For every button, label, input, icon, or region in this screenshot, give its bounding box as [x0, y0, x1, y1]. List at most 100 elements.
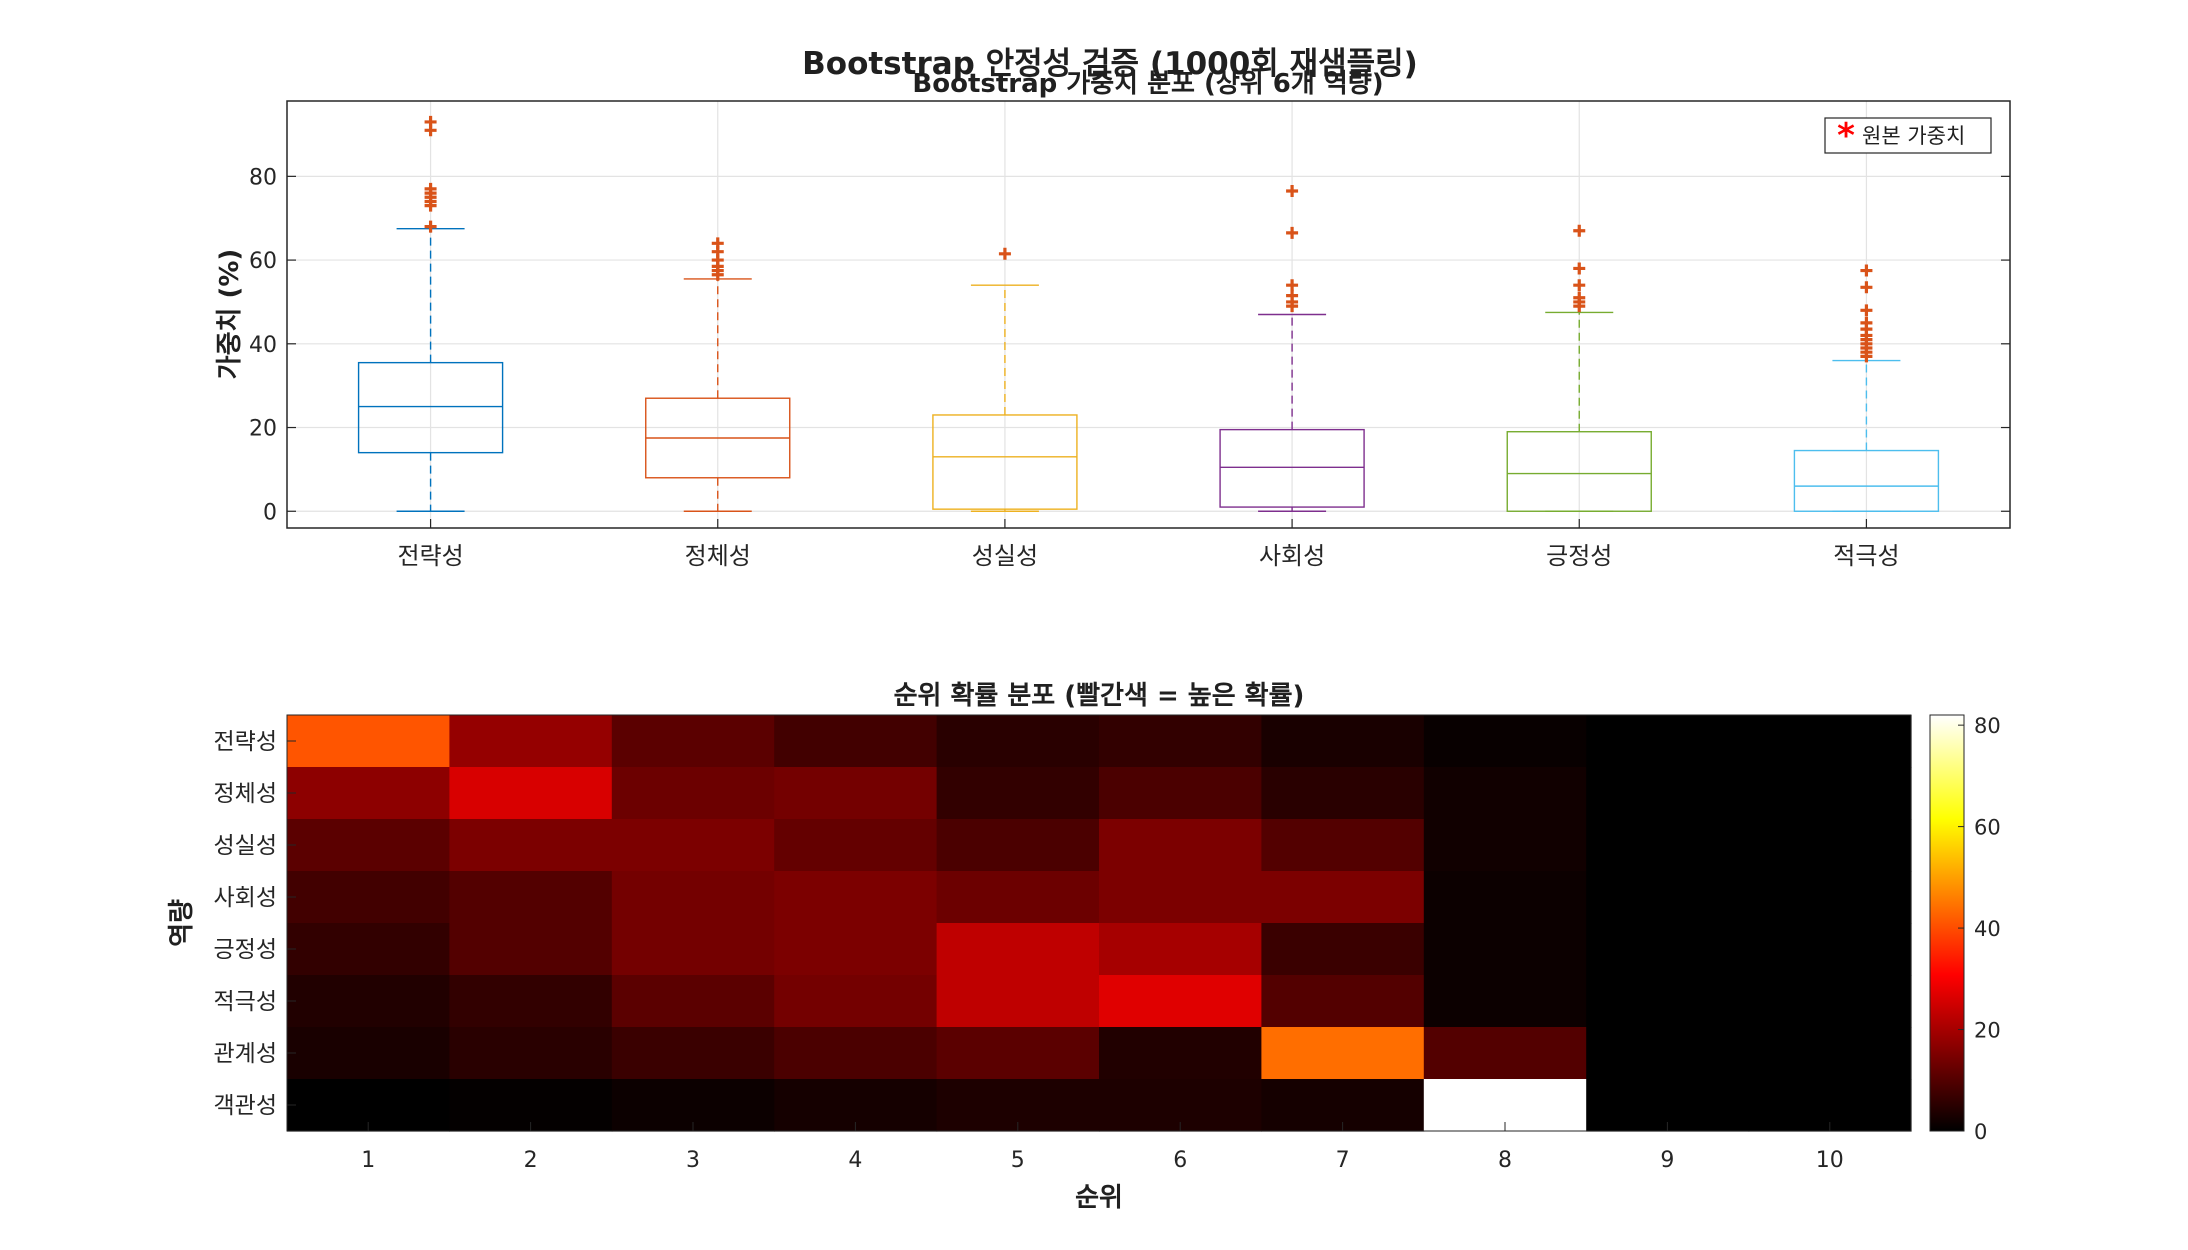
box-iqr: [932, 414, 1078, 510]
heatmap-cell: [611, 923, 775, 976]
heatmap-cell: [1099, 923, 1262, 976]
heatmap-cell: [1099, 819, 1262, 872]
heatmap-cell: [1748, 715, 1912, 768]
y-tick-label: 80: [249, 165, 277, 190]
heatmap-cell: [449, 871, 613, 924]
outlier-point: [1860, 264, 1873, 277]
heatmap-cell: [774, 819, 938, 872]
colorbar-tick-label: 80: [1974, 714, 2001, 738]
outlier-point: [424, 182, 437, 195]
heatmap-cell: [1261, 871, 1425, 924]
y-tick-label: 전략성: [214, 729, 277, 755]
boxplot-grid: [287, 101, 2010, 528]
heatmap-cell: [774, 715, 938, 768]
box-iqr: [1793, 449, 1940, 512]
x-tick-label: 사회성: [1259, 542, 1325, 570]
heatmap-cell: [1586, 975, 1750, 1028]
outlier-point: [424, 115, 437, 128]
heatmap-cell: [1586, 715, 1750, 768]
boxplot-x-ticks: 전략성 정체성 성실성 사회성 긍정성 적극성: [397, 519, 1900, 570]
heatmap-cell: [1423, 715, 1587, 768]
x-tick-label: 6: [1173, 1148, 1187, 1173]
y-tick-label: 20: [249, 417, 277, 442]
heatmap-cell: [1586, 923, 1750, 976]
x-tick-label: 2: [524, 1148, 538, 1173]
y-tick-label: 객관성: [214, 1093, 277, 1119]
box-4: [1219, 185, 1365, 512]
y-tick-label: 긍정성: [214, 937, 277, 963]
y-tick-label: 60: [249, 249, 277, 274]
heatmap-cell: [287, 975, 450, 1028]
colorbar-gradient: [1929, 714, 1965, 1132]
boxplot-chart: 0 20 40 60 80 전략성 정체성 성실성 사회성 긍정성 적극성 Bootstrap 가…: [215, 69, 2011, 570]
box-iqr: [1506, 431, 1652, 512]
heatmap-cell: [449, 767, 613, 820]
heatmap-cell: [449, 975, 613, 1028]
heatmap-cell: [611, 871, 775, 924]
legend-label: 원본 가중치: [1862, 124, 1965, 148]
outlier-point: [711, 237, 724, 250]
y-tick-label: 0: [263, 500, 277, 525]
heatmap-cell: [1099, 715, 1262, 768]
heatmap-cell: [1423, 871, 1587, 924]
x-tick-label: 9: [1660, 1148, 1674, 1173]
heatmap-cell: [1261, 923, 1425, 976]
heatmap-cell: [936, 871, 1100, 924]
colorbar-tick-label: 60: [1974, 816, 2001, 840]
heatmap-cell: [1586, 1027, 1750, 1080]
boxplot-y-axis-label: 가중치 (%): [215, 249, 245, 380]
heatmap-cell: [1261, 975, 1425, 1028]
box-6: [1793, 264, 1940, 512]
heatmap-x-axis-label: 순위: [1075, 1183, 1123, 1213]
x-tick-label: 정체성: [685, 542, 751, 570]
heatmap-cell: [287, 819, 450, 872]
x-tick-label: 3: [686, 1148, 700, 1173]
heatmap-cell: [287, 1027, 450, 1080]
heatmap-cell: [1099, 975, 1262, 1028]
colorbar-tick-label: 40: [1974, 917, 2001, 941]
heatmap-cell: [1261, 1027, 1425, 1080]
outlier-point: [1860, 281, 1873, 294]
heatmap-cell: [936, 1027, 1100, 1080]
heatmap-axes-frame: [286, 714, 1912, 1132]
heatmap-cell: [287, 715, 450, 768]
heatmap-cell: [287, 767, 450, 820]
outlier-point: [1573, 291, 1586, 304]
heatmap-cell: [1423, 975, 1587, 1028]
heatmap-cell: [774, 975, 938, 1028]
heatmap-cell: [1748, 767, 1912, 820]
heatmap-cell: [1748, 975, 1912, 1028]
heatmap-cell: [449, 1027, 613, 1080]
outlier-point: [1286, 185, 1299, 198]
heatmap-cell: [936, 767, 1100, 820]
heatmap-cell: [1099, 1027, 1262, 1080]
x-tick-label: 전략성: [397, 542, 463, 570]
heatmap-cell: [287, 923, 450, 976]
outlier-point: [1286, 226, 1299, 239]
heatmap-cell: [936, 715, 1100, 768]
y-tick-label: 적극성: [214, 989, 277, 1015]
x-tick-label: 적극성: [1833, 542, 1899, 570]
heatmap-cell: [1261, 767, 1425, 820]
y-tick-label: 관계성: [214, 1041, 277, 1067]
box-iqr: [357, 361, 504, 454]
heatmap-cell: [1748, 819, 1912, 872]
y-tick-label: 40: [249, 333, 277, 358]
x-tick-label: 7: [1336, 1148, 1350, 1173]
x-tick-label: 1: [361, 1148, 375, 1173]
outlier-point: [998, 247, 1011, 260]
colorbar: 0 20 40 60 80: [1929, 714, 2001, 1144]
outlier-point: [1860, 316, 1873, 329]
x-tick-label: 긍정성: [1546, 542, 1612, 570]
heatmap-x-ticks: 1 2 3 4 5 6 7 8 9 10: [361, 1122, 1844, 1173]
y-tick-label: 사회성: [214, 885, 277, 911]
heatmap-title: 순위 확률 분포 (빨간색 = 높은 확률): [894, 681, 1305, 711]
heatmap-cell: [1261, 819, 1425, 872]
colorbar-tick-label: 20: [1974, 1019, 2001, 1043]
heatmap-y-axis-label: 역량: [167, 899, 197, 947]
x-tick-label: 4: [848, 1148, 862, 1173]
heatmap-cell: [611, 819, 775, 872]
x-tick-label: 성실성: [972, 542, 1038, 570]
